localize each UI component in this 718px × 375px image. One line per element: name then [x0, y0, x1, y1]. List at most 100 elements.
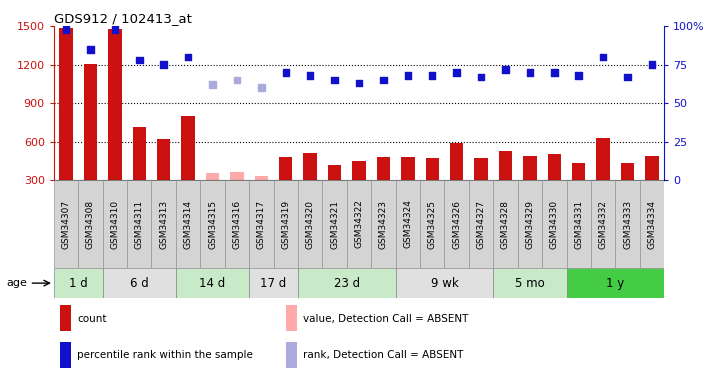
Point — [85, 46, 96, 53]
Bar — [151, 180, 176, 268]
Bar — [304, 153, 317, 180]
Bar — [274, 180, 298, 268]
Text: GSM34332: GSM34332 — [599, 200, 607, 249]
Bar — [475, 158, 488, 180]
Bar — [60, 305, 71, 331]
Point — [207, 82, 218, 88]
Point — [646, 62, 658, 68]
Bar — [279, 157, 292, 180]
Text: GSM34307: GSM34307 — [62, 200, 70, 249]
Bar — [286, 342, 297, 368]
Bar — [567, 268, 664, 298]
Point — [573, 72, 584, 78]
Text: GSM34325: GSM34325 — [428, 200, 437, 249]
Bar — [420, 180, 444, 268]
Text: percentile rank within the sample: percentile rank within the sample — [77, 350, 253, 360]
Text: GSM34323: GSM34323 — [379, 200, 388, 249]
Bar — [249, 180, 274, 268]
Text: 1 y: 1 y — [606, 277, 625, 290]
Text: GDS912 / 102413_at: GDS912 / 102413_at — [54, 12, 192, 25]
Bar — [572, 164, 585, 180]
Text: GSM34333: GSM34333 — [623, 200, 632, 249]
Bar — [78, 180, 103, 268]
Point — [378, 77, 389, 83]
Bar — [103, 180, 127, 268]
Text: count: count — [77, 314, 106, 324]
Bar — [103, 268, 176, 298]
Text: 23 d: 23 d — [334, 277, 360, 290]
Text: GSM34321: GSM34321 — [330, 200, 339, 249]
Bar — [133, 128, 146, 180]
Bar — [377, 157, 390, 180]
Bar — [255, 176, 268, 180]
Bar — [499, 150, 512, 180]
Text: GSM34328: GSM34328 — [501, 200, 510, 249]
Text: 14 d: 14 d — [200, 277, 225, 290]
Bar — [225, 180, 249, 268]
Bar — [286, 305, 297, 331]
Text: GSM34329: GSM34329 — [526, 200, 534, 249]
Text: GSM34314: GSM34314 — [184, 200, 192, 249]
Bar — [396, 268, 493, 298]
Text: rank, Detection Call = ABSENT: rank, Detection Call = ABSENT — [303, 350, 463, 360]
Point — [158, 62, 169, 68]
Bar — [298, 268, 396, 298]
Point — [231, 77, 243, 83]
Bar — [426, 158, 439, 180]
Point — [597, 54, 609, 60]
Bar — [401, 157, 414, 180]
Text: GSM34310: GSM34310 — [111, 200, 119, 249]
Text: GSM34317: GSM34317 — [257, 200, 266, 249]
Point — [451, 69, 462, 75]
Bar — [108, 29, 121, 180]
Bar — [200, 180, 225, 268]
Point — [353, 80, 365, 86]
Bar — [493, 268, 567, 298]
Bar — [353, 161, 365, 180]
Point — [475, 74, 487, 80]
Text: 1 d: 1 d — [69, 277, 88, 290]
Bar — [54, 268, 103, 298]
Text: GSM34308: GSM34308 — [86, 200, 95, 249]
Text: GSM34316: GSM34316 — [233, 200, 241, 249]
Bar — [450, 143, 463, 180]
Point — [426, 72, 438, 78]
Bar — [60, 342, 71, 368]
Bar — [621, 164, 634, 180]
Bar — [493, 180, 518, 268]
Bar — [54, 180, 78, 268]
Bar — [84, 64, 97, 180]
Text: GSM34334: GSM34334 — [648, 200, 656, 249]
Text: GSM34331: GSM34331 — [574, 200, 583, 249]
Bar — [645, 156, 658, 180]
Point — [134, 57, 145, 63]
Point — [500, 66, 511, 72]
Bar — [444, 180, 469, 268]
Text: 17 d: 17 d — [261, 277, 286, 290]
Text: GSM34311: GSM34311 — [135, 200, 144, 249]
Bar — [523, 156, 536, 180]
Bar — [615, 180, 640, 268]
Point — [109, 26, 121, 32]
Point — [622, 74, 633, 80]
Bar — [396, 180, 420, 268]
Text: GSM34319: GSM34319 — [281, 200, 290, 249]
Bar — [206, 173, 219, 180]
Text: GSM34315: GSM34315 — [208, 200, 217, 249]
Bar — [176, 268, 249, 298]
Point — [524, 69, 536, 75]
Text: 9 wk: 9 wk — [431, 277, 458, 290]
Bar — [469, 180, 493, 268]
Bar — [298, 180, 322, 268]
Bar — [127, 180, 151, 268]
Point — [256, 85, 267, 91]
Text: GSM34313: GSM34313 — [159, 200, 168, 249]
Bar — [640, 180, 664, 268]
Point — [280, 69, 292, 75]
Point — [60, 26, 72, 32]
Bar — [591, 180, 615, 268]
Text: GSM34322: GSM34322 — [355, 200, 363, 249]
Text: age: age — [6, 278, 27, 288]
Text: GSM34324: GSM34324 — [404, 200, 412, 249]
Bar — [597, 138, 610, 180]
